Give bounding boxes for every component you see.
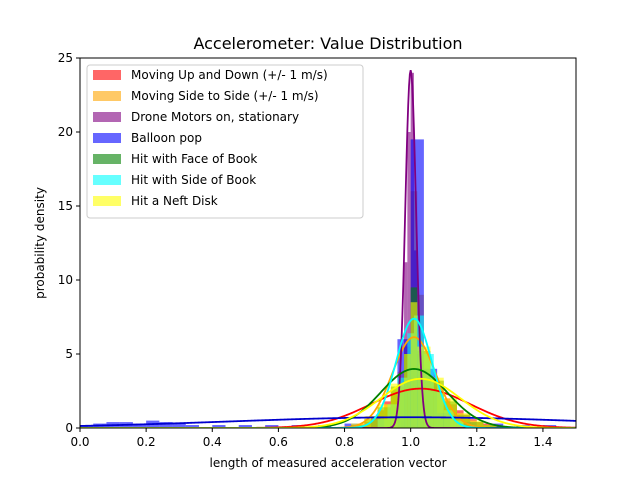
hist-bar bbox=[470, 420, 484, 428]
x-axis-label: length of measured acceleration vector bbox=[209, 456, 446, 470]
legend-label: Moving Up and Down (+/- 1 m/s) bbox=[131, 68, 328, 82]
hist-bar bbox=[212, 425, 226, 428]
legend-swatch bbox=[93, 175, 121, 185]
hist-bar bbox=[185, 425, 200, 428]
y-tick-label: 20 bbox=[58, 125, 73, 139]
hist-bar bbox=[417, 346, 431, 428]
hist-bar bbox=[132, 423, 147, 428]
legend-label: Balloon pop bbox=[131, 131, 202, 145]
y-axis-label: probability density bbox=[33, 187, 47, 299]
x-tick-label: 1.2 bbox=[467, 435, 486, 449]
fit-curve bbox=[80, 368, 576, 428]
legend: Moving Up and Down (+/- 1 m/s) Moving Sid… bbox=[86, 64, 364, 219]
legend-swatch bbox=[93, 196, 121, 206]
legend-swatch bbox=[93, 154, 121, 164]
y-tick-label: 5 bbox=[65, 347, 73, 361]
hist-bar bbox=[407, 132, 411, 428]
legend-box bbox=[86, 64, 364, 219]
hist-bar bbox=[159, 422, 173, 428]
y-tick-label: 0 bbox=[65, 421, 73, 435]
hist-bar bbox=[344, 423, 358, 428]
legend-label: Hit a Neft Disk bbox=[131, 194, 218, 208]
y-tick-label: 10 bbox=[58, 273, 73, 287]
legend-swatch bbox=[93, 112, 121, 122]
x-tick-label: 1.4 bbox=[533, 435, 552, 449]
x-tick-label: 0.6 bbox=[269, 435, 288, 449]
x-tick-label: 1.0 bbox=[401, 435, 420, 449]
y-tick-label: 25 bbox=[58, 51, 73, 65]
x-tick-label: 0.4 bbox=[203, 435, 222, 449]
x-tick-label: 0.2 bbox=[137, 435, 156, 449]
legend-label: Hit with Face of Book bbox=[131, 152, 257, 166]
legend-swatch bbox=[93, 70, 121, 80]
x-axis-ticks: 0.0 0.2 0.4 0.6 0.8 1.0 1.2 1.4 bbox=[70, 428, 552, 449]
hist-bar bbox=[377, 404, 391, 428]
plot-frame bbox=[79, 57, 577, 429]
hist-bar bbox=[483, 425, 497, 428]
hist-bar bbox=[172, 423, 186, 428]
y-tick-label: 15 bbox=[58, 199, 73, 213]
fit-curve bbox=[80, 377, 576, 428]
hist-bar bbox=[404, 354, 411, 428]
hist-bar bbox=[238, 425, 252, 428]
chart-title: Accelerometer: Value Distribution bbox=[193, 34, 462, 53]
hist-bar bbox=[410, 302, 418, 428]
legend-swatch bbox=[93, 91, 121, 101]
y-axis-ticks: 0 5 10 15 20 25 bbox=[58, 51, 80, 435]
hist-bar bbox=[265, 425, 279, 428]
legend-label: Hit with Side of Book bbox=[131, 173, 256, 187]
fit-curve bbox=[80, 387, 576, 428]
legend-label: Moving Side to Side (+/- 1 m/s) bbox=[131, 89, 319, 103]
legend-label: Drone Motors on, stationary bbox=[131, 110, 299, 124]
x-tick-label: 0.0 bbox=[70, 435, 89, 449]
legend-swatch bbox=[93, 133, 121, 143]
x-tick-label: 0.8 bbox=[335, 435, 354, 449]
